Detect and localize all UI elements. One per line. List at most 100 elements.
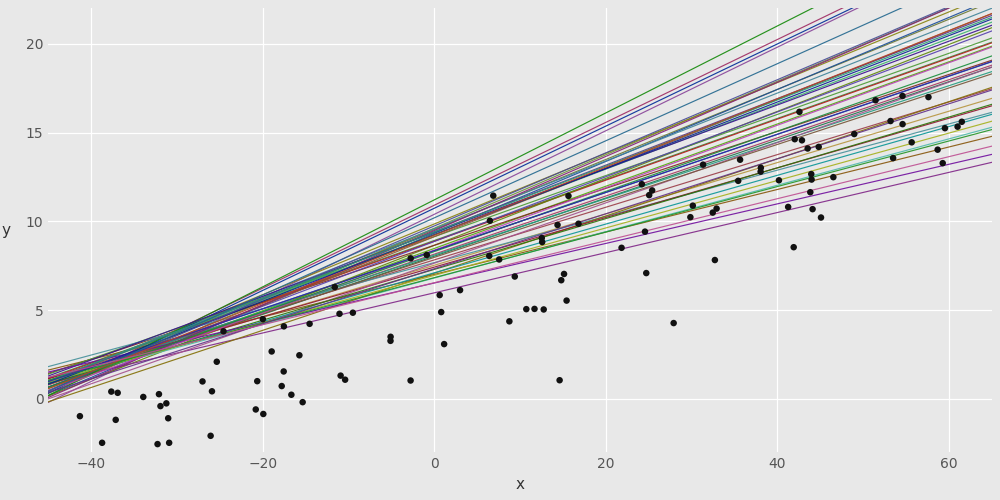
Point — [920, 93, 936, 101]
Point — [641, 191, 657, 199]
Point — [534, 234, 550, 242]
X-axis label: x: x — [516, 476, 524, 492]
Point — [72, 452, 88, 460]
Point — [559, 296, 575, 304]
Point — [209, 358, 225, 366]
Point — [203, 432, 219, 440]
Point — [707, 256, 723, 264]
Point — [158, 400, 174, 407]
Point — [930, 146, 946, 154]
Point — [255, 315, 271, 323]
Point — [811, 143, 827, 151]
Point — [248, 406, 264, 413]
Y-axis label: y: y — [2, 223, 11, 238]
Point — [786, 243, 802, 251]
Point — [695, 160, 711, 168]
Point — [885, 154, 901, 162]
Point — [805, 205, 821, 213]
Point — [753, 164, 769, 172]
Point — [482, 216, 498, 224]
Point — [526, 305, 542, 313]
Point — [685, 202, 701, 209]
Point — [666, 319, 682, 327]
Point — [283, 390, 299, 398]
Point — [345, 308, 361, 316]
Point — [950, 122, 966, 130]
Point — [825, 173, 841, 181]
Point — [507, 272, 523, 280]
Point — [403, 254, 419, 262]
Point — [800, 144, 816, 152]
Point — [276, 322, 292, 330]
Point — [638, 269, 654, 277]
Point — [137, 463, 153, 471]
Point — [432, 291, 448, 299]
Point — [895, 92, 911, 100]
Point — [644, 186, 660, 194]
Point — [151, 390, 167, 398]
Point — [802, 188, 818, 196]
Point — [560, 192, 576, 200]
Point — [110, 389, 126, 397]
Point — [195, 378, 211, 386]
Point — [634, 180, 650, 188]
Point — [534, 238, 550, 246]
Point — [614, 244, 630, 252]
Point — [730, 177, 746, 185]
Point — [501, 318, 517, 326]
Point — [436, 340, 452, 348]
Point — [419, 251, 435, 259]
Point — [868, 96, 884, 104]
Point — [215, 328, 231, 336]
Point — [160, 414, 176, 422]
Point — [161, 439, 177, 447]
Point — [682, 213, 698, 221]
Point — [383, 337, 399, 345]
Point — [150, 440, 166, 448]
Point — [804, 176, 820, 184]
Point — [813, 214, 829, 222]
Point — [491, 256, 507, 264]
Point — [103, 388, 119, 396]
Point — [452, 286, 468, 294]
Point — [895, 120, 911, 128]
Point — [332, 310, 348, 318]
Point — [904, 138, 920, 146]
Point — [212, 470, 228, 478]
Point — [552, 376, 568, 384]
Point — [705, 208, 721, 216]
Point — [274, 382, 290, 390]
Point — [135, 393, 151, 401]
Point — [295, 398, 311, 406]
Point — [556, 270, 572, 278]
Point — [536, 306, 552, 314]
Point — [383, 333, 399, 341]
Point — [550, 221, 566, 229]
Point — [803, 170, 819, 178]
Point — [302, 320, 318, 328]
Point — [709, 204, 725, 212]
Point — [771, 176, 787, 184]
Point — [794, 136, 810, 144]
Point — [204, 388, 220, 396]
Point — [518, 305, 534, 313]
Point — [732, 156, 748, 164]
Point — [433, 308, 449, 316]
Point — [327, 283, 343, 291]
Point — [791, 108, 807, 116]
Point — [337, 376, 353, 384]
Point — [787, 135, 803, 143]
Point — [264, 348, 280, 356]
Point — [571, 220, 587, 228]
Point — [553, 276, 569, 284]
Point — [94, 439, 110, 447]
Point — [954, 118, 970, 126]
Point — [935, 159, 951, 167]
Point — [255, 410, 271, 418]
Point — [72, 412, 88, 420]
Point — [846, 130, 862, 138]
Point — [485, 192, 501, 200]
Point — [937, 124, 953, 132]
Point — [276, 368, 292, 376]
Point — [780, 203, 796, 211]
